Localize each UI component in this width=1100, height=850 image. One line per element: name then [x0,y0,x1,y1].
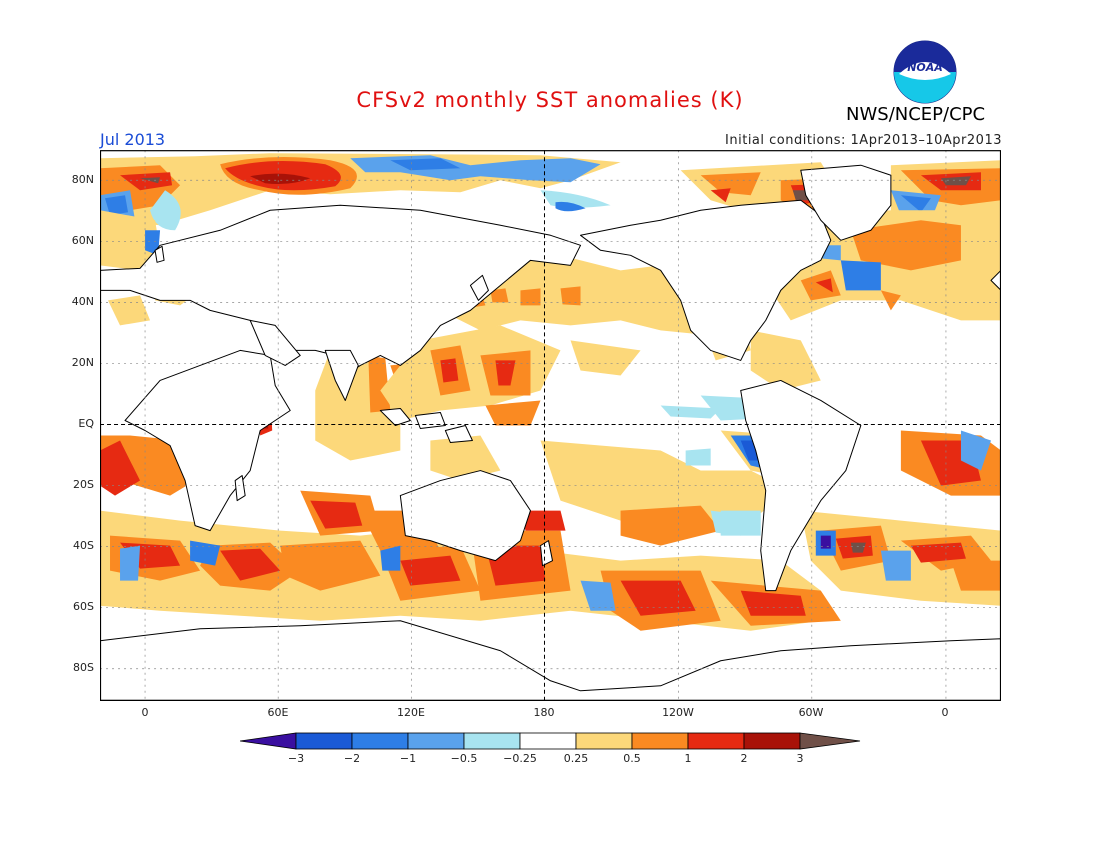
lat-label: 60N [71,234,94,247]
lon-label: 0 [141,706,149,719]
chart-title: CFSv2 monthly SST anomalies (K) [356,88,744,112]
land-outlines [100,164,1001,701]
lat-label: EQ [78,417,94,430]
colorbar-swatch [575,732,633,750]
colorbar-swatch [519,732,577,750]
lon-label: 60W [798,706,824,719]
colorbar-label: −3 [287,752,305,765]
colorbar-swatch [407,732,465,750]
colorbar [240,732,861,750]
lat-label: 20N [71,356,94,369]
graticule [100,150,1001,701]
colorbar-swatch [799,732,861,750]
lon-label: 60E [267,706,289,719]
map-frame [100,150,1001,701]
colorbar-swatch [240,732,297,750]
colorbar-label: 0.25 [563,752,589,765]
colorbar-swatch [631,732,689,750]
colorbar-label: 3 [796,752,804,765]
lat-label: 20S [73,478,94,491]
colorbar-swatch [351,732,409,750]
colorbar-label: −0.5 [450,752,478,765]
colorbar-label: −0.25 [503,752,537,765]
agency-label: NWS/NCEP/CPC [846,104,986,125]
lon-label: 180 [533,706,555,719]
colorbar-swatch [743,732,801,750]
sst-anomaly-map [100,150,1001,701]
lon-label: 0 [941,706,949,719]
colorbar-swatch [463,732,521,750]
colorbar-swatch [687,732,745,750]
colorbar-label: 2 [740,752,748,765]
colorbar-swatch [295,732,353,750]
anomaly-field [100,153,1001,631]
lat-label: 40S [73,539,94,552]
logo-text: NOAA [907,61,943,74]
colorbar-label: −1 [399,752,417,765]
lat-label: 80N [71,173,94,186]
lat-label: 80S [73,661,94,674]
initial-conditions: Initial conditions: 1Apr2013–10Apr2013 [725,133,1002,148]
colorbar-label: −2 [343,752,361,765]
noaa-logo: NOAA [893,40,957,104]
lon-label: 120W [662,706,694,719]
lon-label: 120E [397,706,425,719]
lat-label: 60S [73,600,94,613]
colorbar-label: 0.5 [623,752,641,765]
lat-label: 40N [71,295,94,308]
forecast-month: Jul 2013 [100,130,166,149]
colorbar-label: 1 [684,752,692,765]
